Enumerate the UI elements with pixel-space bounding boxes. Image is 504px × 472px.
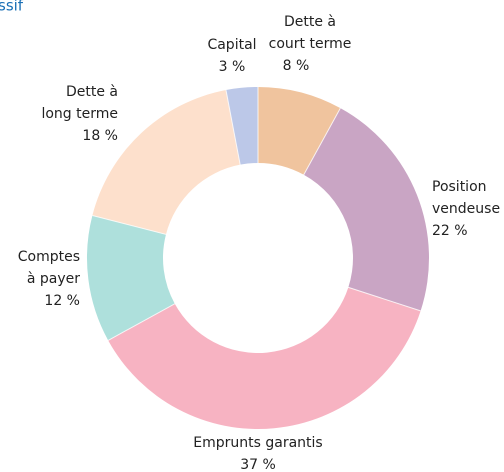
slice-label: Position <box>432 179 487 195</box>
slice-label: Dette à <box>66 84 118 100</box>
donut-slice <box>225 87 258 165</box>
slice-label: Dette à <box>284 14 336 30</box>
slice-label: à payer <box>27 271 80 287</box>
chart-title: ssif <box>0 0 24 15</box>
value-label: 3 % <box>219 59 246 75</box>
donut-slice <box>108 287 421 430</box>
donut-slice <box>258 87 341 175</box>
slice-label: long terme <box>41 106 118 122</box>
donut-slice <box>92 90 241 235</box>
slice-label: Comptes <box>18 249 80 265</box>
slice-label: Emprunts garantis <box>193 435 322 451</box>
value-label: 18 % <box>82 128 118 144</box>
slice-label: court terme <box>269 36 352 52</box>
value-label: 22 % <box>432 223 468 239</box>
donut-slice <box>87 215 175 341</box>
donut-slice <box>303 108 429 311</box>
slice-label: vendeuse <box>432 201 500 217</box>
slice-label: Capital <box>207 37 256 53</box>
value-label: 12 % <box>44 293 80 309</box>
donut-hole <box>164 164 352 352</box>
value-label: 8 % <box>283 58 310 74</box>
value-label: 37 % <box>240 457 276 472</box>
